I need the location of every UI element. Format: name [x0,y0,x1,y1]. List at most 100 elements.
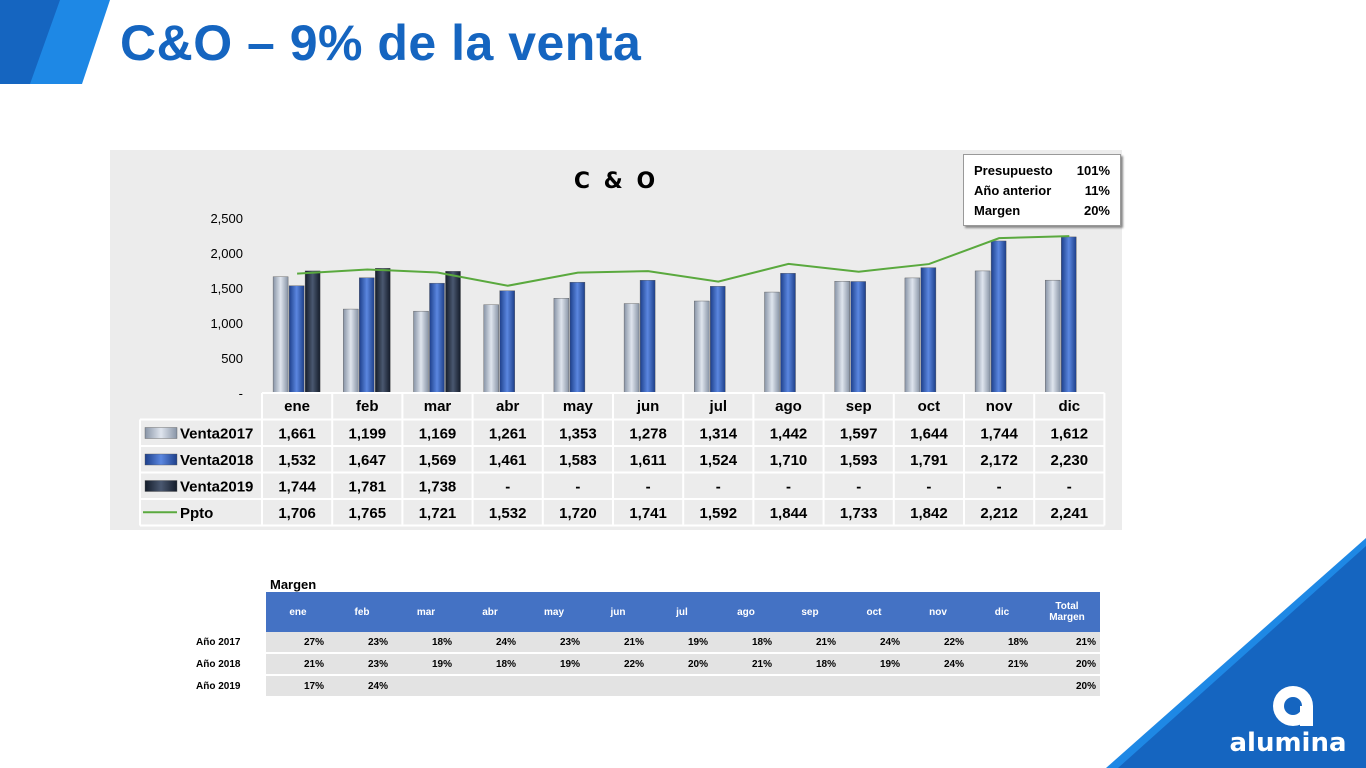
bar-venta2017 [834,281,850,394]
x-axis-tick-label: dic [1058,398,1080,415]
kpi-value: 11% [1084,183,1110,198]
bar-venta2018 [710,286,726,394]
data-label: 1,199 [349,426,387,443]
bar-venta2018 [1061,236,1077,394]
data-label: 1,744 [278,479,316,496]
legend-label: Venta2018 [180,452,253,469]
kpi-label: Margen [974,203,1021,218]
margin-row: Año 2019 17% 24% 20% [190,676,1100,696]
corner-decoration-top-left [0,0,110,84]
header-month: jun [586,592,650,632]
data-label: 1,524 [700,452,738,469]
header-month: oct [842,592,906,632]
margin-cell: 22% [586,654,650,674]
bar-venta2017 [974,270,991,394]
margin-cell: 18% [778,654,842,674]
kpi-row-previous-year: Año anterior 11% [964,181,1120,201]
data-label: 1,765 [349,505,387,522]
legend-swatch-venta2017 [144,427,178,439]
bar-venta2017 [553,298,570,394]
data-label: 1,532 [278,452,316,469]
total-margin-cell: 21% [1034,632,1100,652]
bar-venta2018 [780,273,796,394]
data-label: 1,353 [559,426,597,443]
kpi-label: Año anterior [974,183,1052,198]
bar-venta2017 [413,310,429,394]
y-axis-tick-label: - [239,386,243,401]
bar-venta2017 [694,300,710,394]
x-axis-tick-label: ene [284,398,310,415]
margin-cell: 21% [778,632,842,652]
data-label: 1,278 [629,426,667,443]
margin-cell: 21% [970,654,1034,674]
margin-cell: 20% [650,654,714,674]
data-label: 1,741 [629,505,667,522]
data-label: 1,844 [770,505,808,522]
data-label: - [505,479,510,496]
legend-swatch-venta2019 [144,480,178,492]
data-label: 1,169 [419,426,457,443]
data-label: 1,611 [630,452,667,469]
data-label: 1,706 [278,505,316,522]
legend-label: Ppto [180,505,213,522]
bar-venta2017 [1045,279,1061,394]
data-label: 1,738 [419,479,457,496]
kpi-label: Presupuesto [974,163,1053,178]
data-label: 1,791 [910,452,948,469]
margin-table-header: ene feb mar abr may jun jul ago sep oct … [190,592,1100,632]
header-total-line1: Total [1055,601,1079,612]
kpi-value: 101% [1076,163,1110,178]
slide-title: C&O – 9% de la venta [120,15,642,71]
kpi-value: 20% [1083,203,1110,218]
data-label: 2,241 [1051,505,1089,522]
margin-cell: 17% [266,676,330,696]
data-label: - [646,479,651,496]
chart-title: C & O [574,169,658,194]
legend-swatch-venta2018 [144,453,178,466]
kpi-box: Presupuesto 101% Año anterior 11% Margen… [963,154,1121,226]
margin-cell: 27% [266,632,330,652]
margin-cell [650,676,714,696]
data-label: 1,842 [910,505,948,522]
data-label: 2,212 [980,505,1018,522]
header-month: ago [714,592,778,632]
data-label: 1,721 [419,505,457,522]
data-label: 1,710 [770,452,808,469]
y-axis-tick-label: 2,500 [210,211,243,226]
total-margin-cell: 20% [1034,654,1100,674]
row-label: Año 2017 [196,636,241,648]
data-label: 2,172 [980,452,1018,469]
bar-venta2017 [483,304,499,394]
bar-venta2019 [445,271,461,394]
data-label: 1,592 [700,505,738,522]
header-month: feb [330,592,394,632]
line-ppto [297,235,1070,287]
bar-venta2017 [272,276,289,394]
x-axis-tick-label: oct [918,398,941,415]
margin-cell: 24% [458,632,522,652]
margin-cell: 18% [394,632,458,652]
kpi-row-margin: Margen 20% [964,201,1120,221]
margin-cell: 23% [330,654,394,674]
bar-venta2017 [764,291,780,394]
x-axis-tick-label: nov [986,398,1013,415]
data-label: - [1067,479,1072,496]
margin-table-body: Año 2017 27% 23% 18% 24% 23% 21% 19% 18% 21% 24% 22… [190,632,1100,696]
margin-cell [906,676,970,696]
bar-venta2017 [904,277,921,394]
margin-row: Año 2017 27% 23% 18% 24% 23% 21% 19% 18% 21% 24% 22… [190,632,1100,652]
bar-venta2018 [429,282,445,394]
total-margin-cell: 20% [1034,676,1100,696]
legend-label: Venta2019 [180,479,253,496]
header-month: may [522,592,586,632]
header-blank [190,592,266,632]
header-total-margin: Total Margen [1034,592,1100,632]
bar-venta2018 [639,280,656,394]
margin-cell: 19% [842,654,906,674]
margin-cell [714,676,778,696]
data-label: 1,744 [980,426,1018,443]
data-label: 1,461 [489,452,527,469]
data-label: - [716,479,721,496]
margin-cell [586,676,650,696]
margin-cell: 19% [522,654,586,674]
